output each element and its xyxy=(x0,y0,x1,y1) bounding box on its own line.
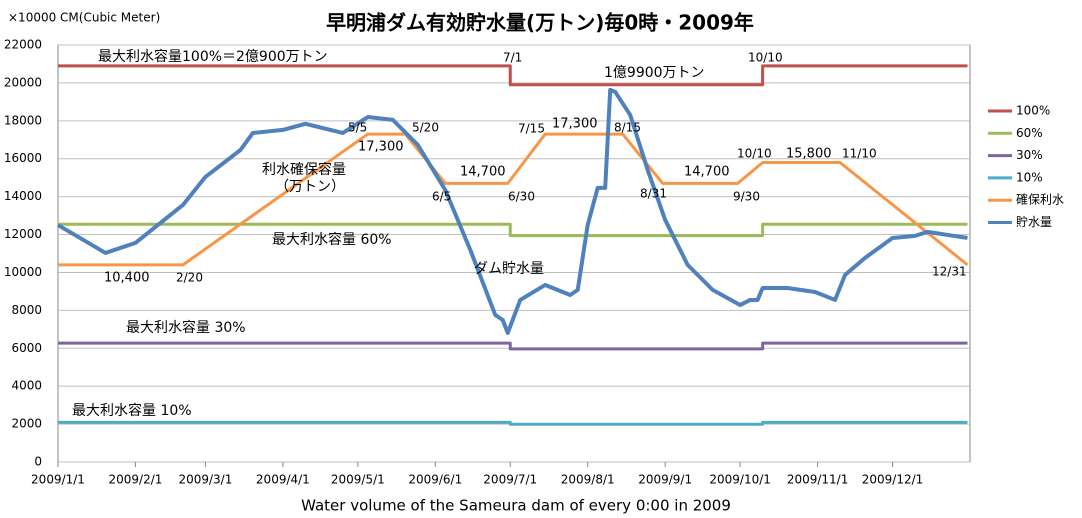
legend-label: 確保利水 xyxy=(1016,192,1064,207)
legend-label: 30% xyxy=(1016,148,1043,162)
y-tick-label: 8000 xyxy=(11,303,42,317)
annotation: 1億9900万トン xyxy=(604,65,705,81)
annotation: ダム貯水量 xyxy=(474,261,544,277)
annotation: 10/10 xyxy=(737,147,772,161)
y-tick-label: 6000 xyxy=(11,341,42,355)
x-tick-label: 2009/9/1 xyxy=(638,473,692,487)
y-tick-label: 10000 xyxy=(4,265,42,279)
series-line xyxy=(58,64,968,87)
annotation: 10/10 xyxy=(748,51,783,65)
annotation: 15,800 xyxy=(786,147,832,162)
y-tick-label: 22000 xyxy=(4,38,42,52)
chart-title: 早明浦ダム有効貯水量(万トン)毎0時・2009年 xyxy=(326,11,754,35)
annotation: 17,300 xyxy=(358,140,404,155)
annotation: 14,700 xyxy=(684,165,730,180)
annotation: 6/5 xyxy=(432,190,451,204)
x-tick-label: 2009/1/1 xyxy=(31,473,85,487)
annotation: 12/31 xyxy=(932,265,967,279)
annotation: 2/20 xyxy=(176,271,203,285)
y-tick-label: 14000 xyxy=(4,189,42,203)
y-tick-label: 12000 xyxy=(4,227,42,241)
legend-label: 貯水量 xyxy=(1016,215,1052,229)
annotation: 6/30 xyxy=(508,190,535,204)
annotation: 8/15 xyxy=(614,121,641,135)
series-line xyxy=(58,222,968,238)
x-tick-label: 2009/6/1 xyxy=(408,473,462,487)
annotation: 11/10 xyxy=(842,147,877,161)
series-line xyxy=(58,341,968,351)
x-tick-label: 2009/3/1 xyxy=(178,473,232,487)
y-tick-label: 16000 xyxy=(4,151,42,165)
annotation: 5/20 xyxy=(412,121,439,135)
y-tick-label: 4000 xyxy=(11,379,42,393)
annotation: 最大利水容量100%＝2億900万トン xyxy=(98,48,328,65)
y-tick-label: 18000 xyxy=(4,113,42,127)
x-tick-label: 2009/2/1 xyxy=(109,473,163,487)
annotation: 最大利水容量 30% xyxy=(126,319,246,336)
annotation: 最大利水容量 10% xyxy=(72,402,192,419)
x-tick-label: 2009/5/1 xyxy=(331,473,385,487)
y-tick-label: 2000 xyxy=(11,417,42,431)
x-tick-label: 2009/7/1 xyxy=(483,473,537,487)
annotation: 最大利水容量 60% xyxy=(272,231,392,248)
y-tick-label: 0 xyxy=(34,455,42,469)
legend-label: 100% xyxy=(1016,104,1050,118)
x-tick-label: 2009/10/1 xyxy=(709,473,771,487)
legend-label: 60% xyxy=(1016,126,1043,140)
annotation: 17,300 xyxy=(552,117,598,132)
legend-label: 10% xyxy=(1016,170,1043,184)
x-tick-label: 2009/11/1 xyxy=(787,473,849,487)
y-tick-label: 20000 xyxy=(4,75,42,89)
annotation: 5/5 xyxy=(348,121,367,135)
x-axis-label: Water volume of the Sameura dam of every… xyxy=(301,497,731,515)
annotation: 7/15 xyxy=(518,122,545,136)
annotation: 8/31 xyxy=(640,187,667,201)
annotation: 7/1 xyxy=(503,51,522,65)
series-line xyxy=(56,87,968,335)
annotation: （万トン） xyxy=(275,179,345,195)
series-line xyxy=(58,420,968,426)
x-tick-label: 2009/8/1 xyxy=(561,473,615,487)
annotation: 利水確保容量 xyxy=(262,161,346,178)
annotation: 10,400 xyxy=(104,271,150,286)
annotation: 14,700 xyxy=(460,165,506,180)
x-tick-label: 2009/4/1 xyxy=(256,473,310,487)
y-axis-label: ×10000 CM(Cubic Meter) xyxy=(8,11,160,25)
x-tick-label: 2009/12/1 xyxy=(862,473,924,487)
annotation: 9/30 xyxy=(733,190,760,204)
series-line xyxy=(58,132,969,267)
